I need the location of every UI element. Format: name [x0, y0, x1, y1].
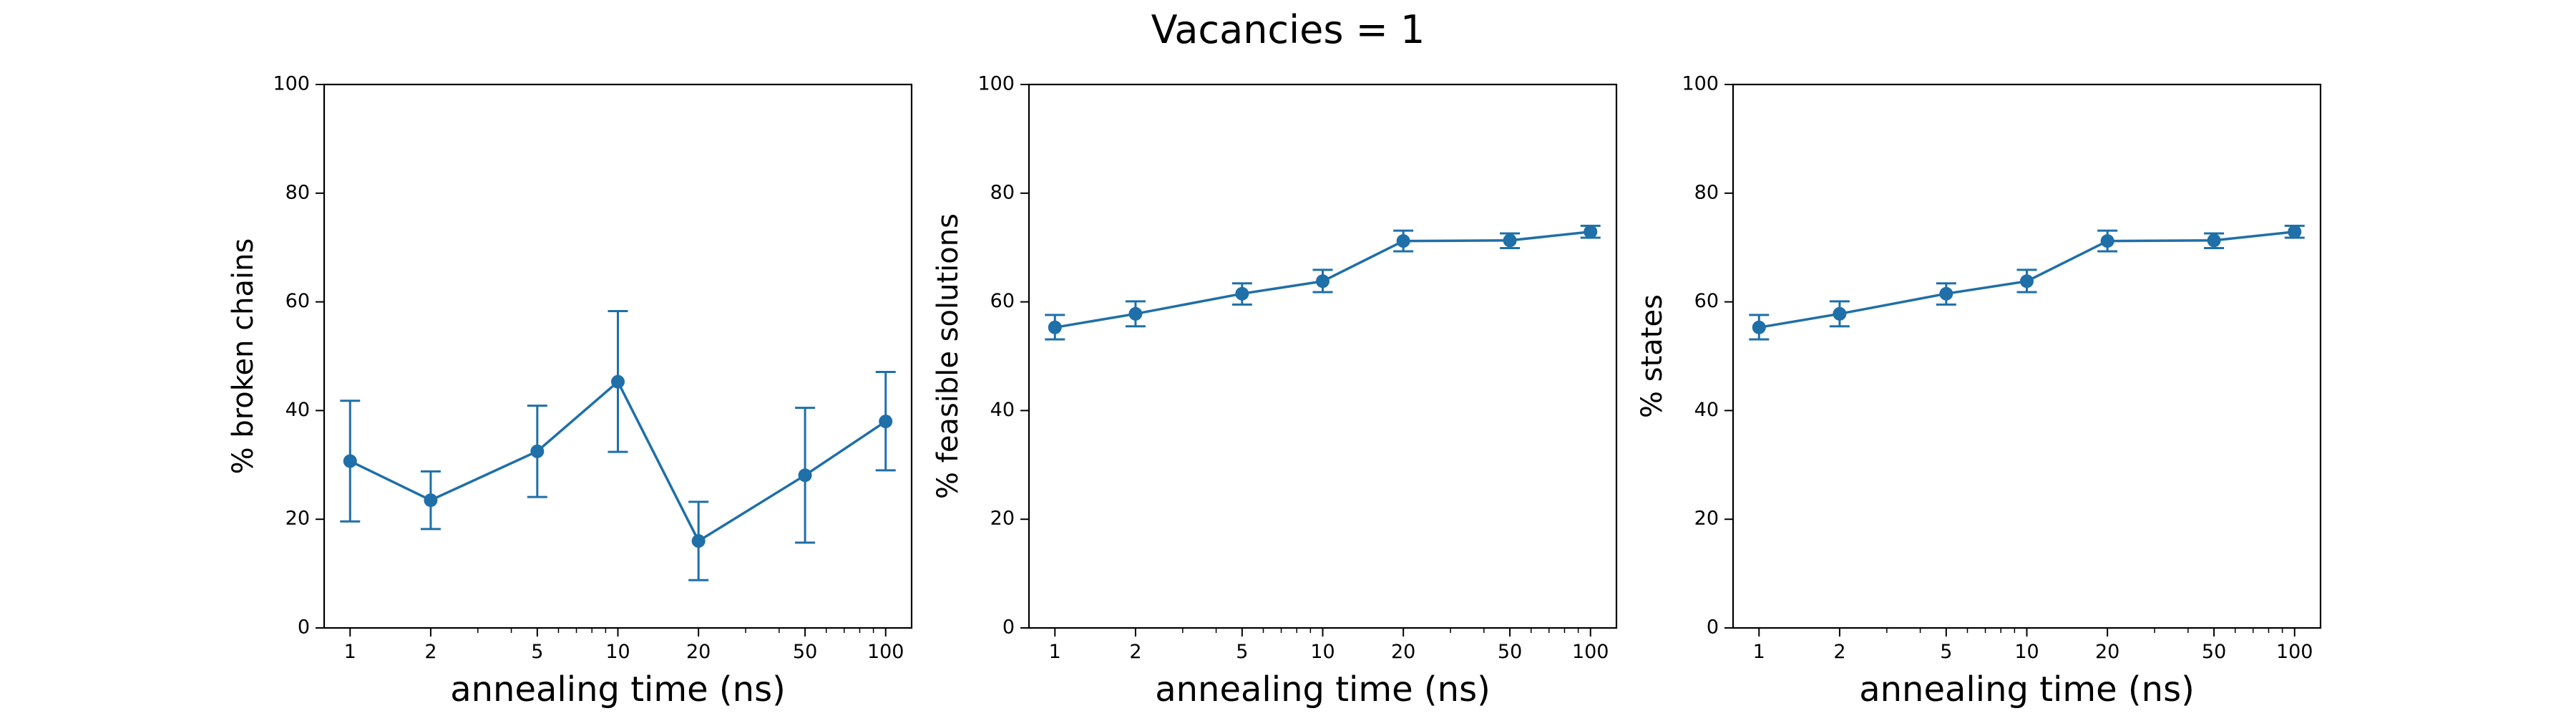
- data-point: [798, 468, 812, 483]
- data-point: [2288, 225, 2302, 239]
- y-tick-label: 0: [298, 616, 310, 639]
- y-tick-label: 100: [977, 73, 1015, 95]
- y-tick-label: 60: [1694, 290, 1719, 312]
- data-point: [879, 415, 893, 429]
- y-tick-label: 20: [286, 508, 310, 530]
- y-tick-label: 80: [286, 181, 310, 203]
- y-tick-label: 100: [273, 73, 310, 95]
- data-point: [1833, 306, 1847, 321]
- x-axis-label: annealing time (ns): [1155, 669, 1491, 710]
- data-point: [611, 374, 625, 389]
- y-tick-label: 0: [1707, 616, 1719, 639]
- y-tick-label: 0: [1002, 616, 1015, 639]
- data-point: [1584, 225, 1598, 239]
- data-point: [530, 444, 545, 458]
- x-tick-label: 50: [2202, 641, 2226, 663]
- x-tick-label: 2: [424, 641, 436, 663]
- x-tick-label: 50: [793, 641, 817, 663]
- plot-area-frame: [1732, 83, 2322, 629]
- plot-area-frame: [1028, 83, 1618, 629]
- x-tick-label: 10: [1310, 641, 1335, 663]
- y-tick-label: 20: [990, 508, 1015, 530]
- data-point: [1316, 274, 1330, 289]
- x-tick-label: 2: [1833, 641, 1845, 663]
- y-axis-label: % broken chains: [227, 238, 260, 475]
- y-axis-label: % feasible solutions: [932, 213, 965, 499]
- x-tick-label: 100: [867, 641, 904, 663]
- data-point: [1939, 286, 1953, 301]
- chart-panel-3: 0 20 40 60 80 100 1 2 5 10 20 50 100 annealing time (…: [1636, 73, 2322, 710]
- y-tick-label: 20: [1694, 508, 1719, 530]
- figure-title: Vacancies = 1: [1151, 7, 1425, 52]
- data-point: [691, 534, 706, 548]
- x-tick-label: 50: [1498, 641, 1522, 663]
- x-tick-label: 5: [531, 641, 543, 663]
- x-tick-label: 10: [605, 641, 630, 663]
- x-tick-label: 5: [1236, 641, 1248, 663]
- data-point: [1128, 306, 1143, 321]
- data-point: [424, 493, 438, 508]
- x-tick-label: 100: [1572, 641, 1609, 663]
- data-point: [2207, 233, 2221, 248]
- y-tick-label: 80: [990, 181, 1015, 203]
- y-tick-label: 40: [990, 399, 1015, 421]
- data-point: [2100, 234, 2114, 248]
- y-tick-label: 60: [990, 290, 1015, 312]
- x-tick-label: 2: [1129, 641, 1141, 663]
- x-tick-label: 20: [686, 641, 711, 663]
- data-point: [343, 454, 357, 468]
- y-tick-label: 80: [1694, 181, 1719, 203]
- x-axis-label: annealing time (ns): [450, 669, 786, 710]
- x-tick-label: 1: [1753, 641, 1765, 663]
- data-point: [1048, 320, 1062, 334]
- x-axis-label: annealing time (ns): [1859, 669, 2195, 710]
- data-point: [1503, 233, 1517, 248]
- y-tick-label: 40: [286, 399, 310, 421]
- data-point: [2020, 274, 2034, 289]
- x-tick-label: 1: [1049, 641, 1061, 663]
- x-tick-label: 20: [2095, 641, 2119, 663]
- chart-panel-2: 0 20 40 60 80 100 1 2 5 10 20 50 100 annealing time (…: [932, 73, 1618, 710]
- y-tick-label: 60: [286, 290, 310, 312]
- x-tick-label: 5: [1940, 641, 1952, 663]
- y-axis-label: % states: [1636, 294, 1669, 418]
- data-point: [1235, 286, 1249, 301]
- y-tick-label: 40: [1694, 399, 1719, 421]
- data-point: [1396, 234, 1410, 248]
- chart-panel-1: 0 20 40 60 80 100 1 2 5 10 20 50 100 annealing time (…: [227, 73, 913, 710]
- data-point: [1752, 320, 1766, 334]
- x-tick-label: 10: [2014, 641, 2039, 663]
- x-tick-label: 100: [2276, 641, 2313, 663]
- y-tick-label: 100: [1682, 73, 1719, 95]
- x-tick-label: 1: [344, 641, 356, 663]
- x-tick-label: 20: [1391, 641, 1415, 663]
